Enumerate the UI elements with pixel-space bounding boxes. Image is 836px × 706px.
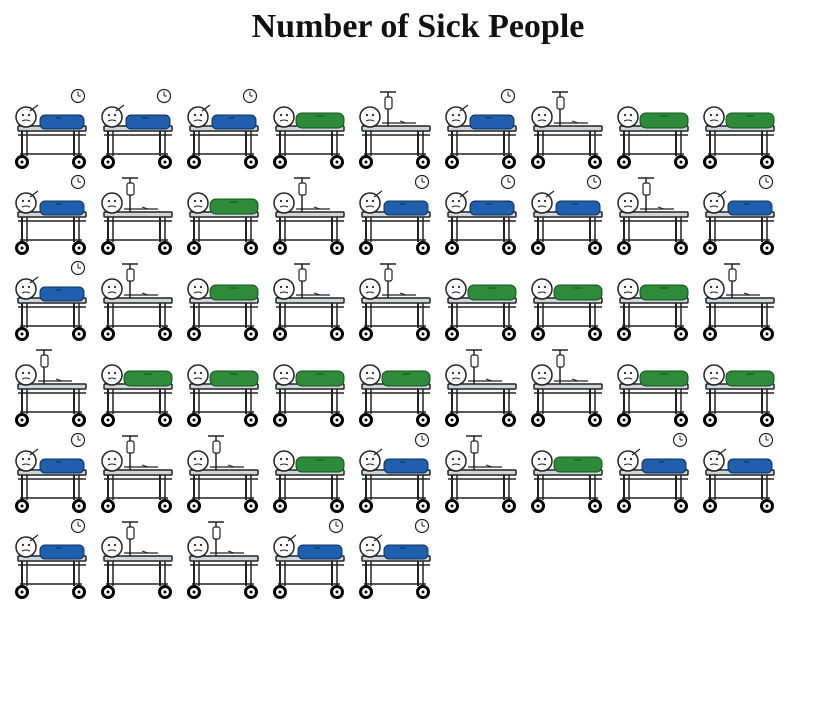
patient-icon	[617, 278, 689, 341]
patient-icon	[445, 88, 517, 169]
patient-icon	[187, 435, 259, 513]
patient-icon	[187, 364, 259, 427]
patient-icon	[15, 432, 87, 513]
patient-icon	[703, 263, 775, 341]
patient-icon	[101, 263, 173, 341]
patient-icon	[273, 106, 345, 169]
patient-icon	[15, 518, 87, 599]
patient-icon	[445, 278, 517, 341]
patient-icon	[531, 450, 603, 513]
patient-icon	[273, 518, 345, 599]
patient-icon	[703, 106, 775, 169]
patient-icon	[15, 260, 87, 341]
patient-icon	[359, 518, 431, 599]
patient-icon	[15, 174, 87, 255]
patient-icon	[617, 177, 689, 255]
patient-icon	[15, 88, 87, 169]
patient-icon	[703, 432, 775, 513]
patient-icon	[617, 364, 689, 427]
patient-icon	[445, 174, 517, 255]
patient-icon	[101, 521, 173, 599]
patient-icon	[703, 364, 775, 427]
chart-title: Number of Sick People	[251, 8, 585, 45]
patient-icon	[703, 174, 775, 255]
patient-icon	[359, 91, 431, 169]
patient-icon	[101, 177, 173, 255]
patient-icon	[359, 263, 431, 341]
patient-icon	[273, 450, 345, 513]
patient-icon	[187, 88, 259, 169]
patient-icon	[531, 278, 603, 341]
patient-icon	[531, 174, 603, 255]
patient-icon	[187, 521, 259, 599]
patient-icon	[101, 435, 173, 513]
patient-icon	[445, 349, 517, 427]
patient-icon	[617, 432, 689, 513]
patient-icon	[273, 177, 345, 255]
patient-icon	[531, 349, 603, 427]
patient-icon	[15, 349, 87, 427]
patient-icon	[101, 88, 173, 169]
patient-icon	[531, 91, 603, 169]
patient-icon	[101, 364, 173, 427]
patient-icon	[187, 192, 259, 255]
patient-icon	[359, 432, 431, 513]
patient-icon	[359, 174, 431, 255]
patient-icon	[445, 435, 517, 513]
patient-icon	[187, 278, 259, 341]
patient-icon	[273, 364, 345, 427]
patient-icon	[617, 106, 689, 169]
patient-icon	[273, 263, 345, 341]
patient-icon	[359, 364, 431, 427]
